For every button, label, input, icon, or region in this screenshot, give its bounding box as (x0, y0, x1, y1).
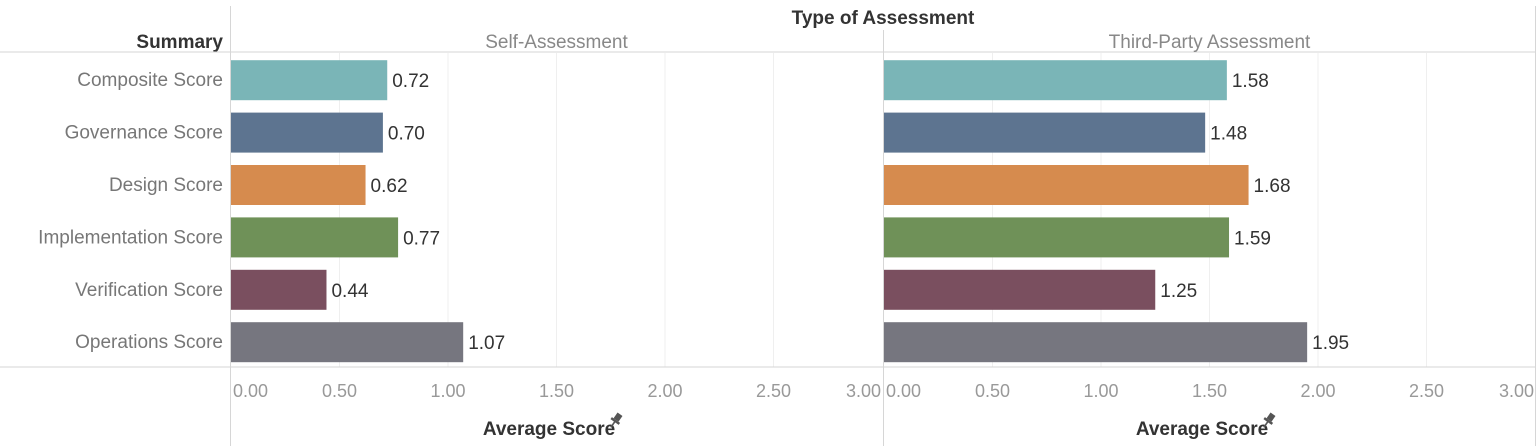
frame-lines (0, 6, 1536, 446)
bar (231, 217, 399, 258)
x-tick-label: 0.50 (975, 381, 1010, 401)
bar (231, 112, 383, 153)
x-tick-label: 2.00 (647, 381, 682, 401)
value-label: 0.44 (331, 281, 368, 302)
bar (231, 60, 388, 101)
category-labels: Composite Score Governance Score Design Sc… (38, 70, 223, 353)
x-tick-label: 2.00 (1300, 381, 1335, 401)
value-label: 1.25 (1160, 281, 1197, 302)
value-label: 1.58 (1232, 71, 1269, 92)
bar (884, 165, 1249, 205)
panel-header: Self-Assessment (485, 32, 628, 53)
value-label: 1.68 (1254, 176, 1291, 197)
x-axis-label: Average Score (483, 419, 615, 440)
value-label: 1.95 (1312, 333, 1349, 354)
chart-frame: Type of Assessment Summary (136, 8, 975, 53)
bar (884, 112, 1206, 153)
x-tick-label: 2.50 (1409, 381, 1444, 401)
bar (231, 165, 366, 205)
bar (231, 269, 327, 310)
bar (884, 60, 1227, 101)
value-label: 1.07 (468, 333, 505, 354)
bar (884, 269, 1156, 310)
x-tick-label: 1.50 (539, 381, 574, 401)
category-label: Implementation Score (38, 227, 223, 248)
x-tick-label: 0.00 (233, 381, 268, 401)
pin-icon[interactable] (1260, 411, 1277, 430)
value-label: 0.77 (403, 228, 440, 249)
x-tick-label: 3.00 (846, 381, 881, 401)
panel-header: Third-Party Assessment (1109, 32, 1311, 53)
value-label: 1.59 (1234, 228, 1271, 249)
category-label: Design Score (109, 175, 223, 196)
category-label: Composite Score (77, 70, 223, 91)
x-tick-label: 0.00 (886, 381, 921, 401)
pin-icon[interactable] (607, 411, 624, 430)
panel-self-assessment: Self-Assessment 0.00 0.50 1.00 1.50 2.00 2.50 3… (231, 32, 881, 440)
bar (884, 217, 1230, 258)
x-tick-label: 1.50 (1192, 381, 1227, 401)
bar (884, 322, 1308, 363)
x-tick-label: 1.00 (430, 381, 465, 401)
value-label: 0.62 (371, 176, 408, 197)
panel-third-party-assessment: Third-Party Assessment 0.00 0.50 1.00 1.50 2.… (884, 32, 1534, 440)
x-tick-label: 0.50 (322, 381, 357, 401)
x-tick-label: 3.00 (1499, 381, 1534, 401)
value-label: 0.70 (388, 124, 425, 145)
category-label: Operations Score (75, 332, 223, 353)
bar (231, 322, 464, 363)
grid-lines (339, 53, 1427, 367)
value-label: 0.72 (392, 71, 429, 92)
x-axis-label: Average Score (1136, 419, 1268, 440)
row-header: Summary (136, 32, 223, 53)
category-label: Governance Score (65, 123, 223, 144)
category-label: Verification Score (75, 280, 223, 301)
panels: Self-Assessment 0.00 0.50 1.00 1.50 2.00 2.50 3… (231, 32, 1534, 440)
x-tick-label: 1.00 (1083, 381, 1118, 401)
value-label: 1.48 (1210, 124, 1247, 145)
x-tick-label: 2.50 (756, 381, 791, 401)
chart-title: Type of Assessment (792, 8, 975, 29)
